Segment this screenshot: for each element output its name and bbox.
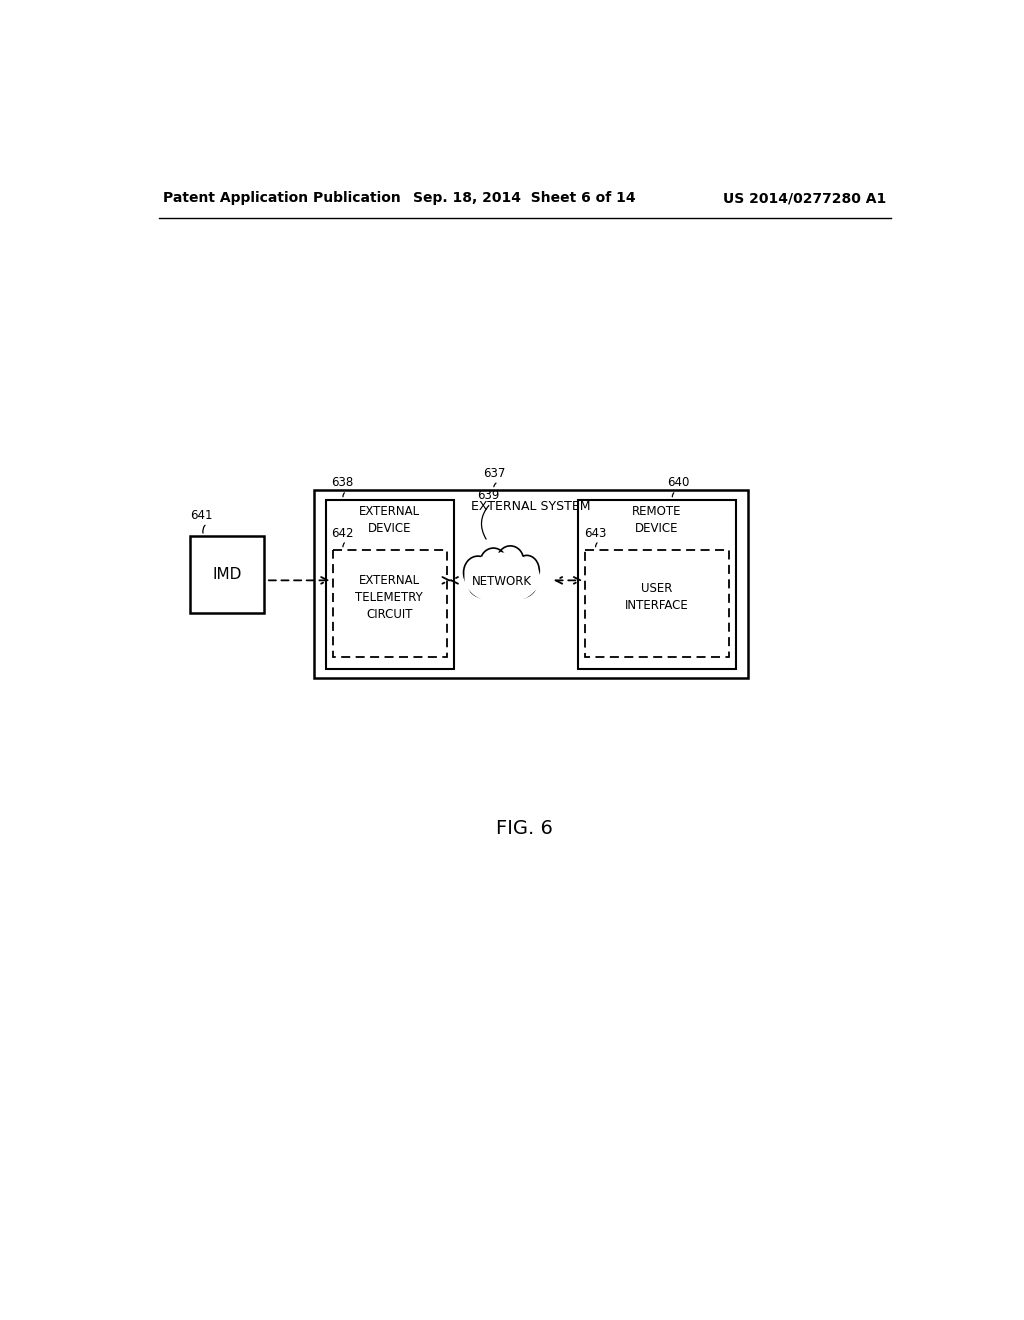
Bar	[578, 499, 736, 669]
Ellipse shape	[480, 556, 524, 597]
Text: Sep. 18, 2014  Sheet 6 of 14: Sep. 18, 2014 Sheet 6 of 14	[414, 191, 636, 206]
Text: EXTERNAL
DEVICE: EXTERNAL DEVICE	[358, 506, 420, 536]
Ellipse shape	[469, 573, 509, 599]
Ellipse shape	[514, 556, 540, 586]
Ellipse shape	[496, 573, 536, 599]
Text: EXTERNAL SYSTEM: EXTERNAL SYSTEM	[471, 500, 591, 513]
Text: 643: 643	[584, 527, 606, 540]
Text: 638: 638	[331, 477, 353, 490]
Text: 641: 641	[190, 508, 213, 521]
Text: FIG. 6: FIG. 6	[497, 818, 553, 838]
Text: Patent Application Publication: Patent Application Publication	[163, 191, 400, 206]
Ellipse shape	[465, 553, 541, 603]
Text: REMOTE
DEVICE: REMOTE DEVICE	[632, 506, 681, 536]
Text: US 2014/0277280 A1: US 2014/0277280 A1	[724, 191, 887, 206]
Bar	[190, 536, 263, 612]
Ellipse shape	[464, 556, 493, 589]
Ellipse shape	[480, 548, 507, 577]
Text: EXTERNAL
TELEMETRY
CIRCUIT: EXTERNAL TELEMETRY CIRCUIT	[355, 574, 423, 620]
Text: 640: 640	[667, 477, 689, 490]
Bar	[586, 549, 729, 657]
Text: 639: 639	[477, 488, 499, 502]
Bar	[326, 499, 454, 669]
Text: IMD: IMD	[212, 566, 242, 582]
Text: USER
INTERFACE: USER INTERFACE	[625, 582, 688, 612]
Bar	[314, 490, 748, 678]
Text: 637: 637	[483, 467, 505, 480]
Ellipse shape	[497, 546, 523, 576]
Text: NETWORK: NETWORK	[472, 574, 532, 587]
Bar	[333, 549, 446, 657]
Text: 642: 642	[331, 527, 353, 540]
